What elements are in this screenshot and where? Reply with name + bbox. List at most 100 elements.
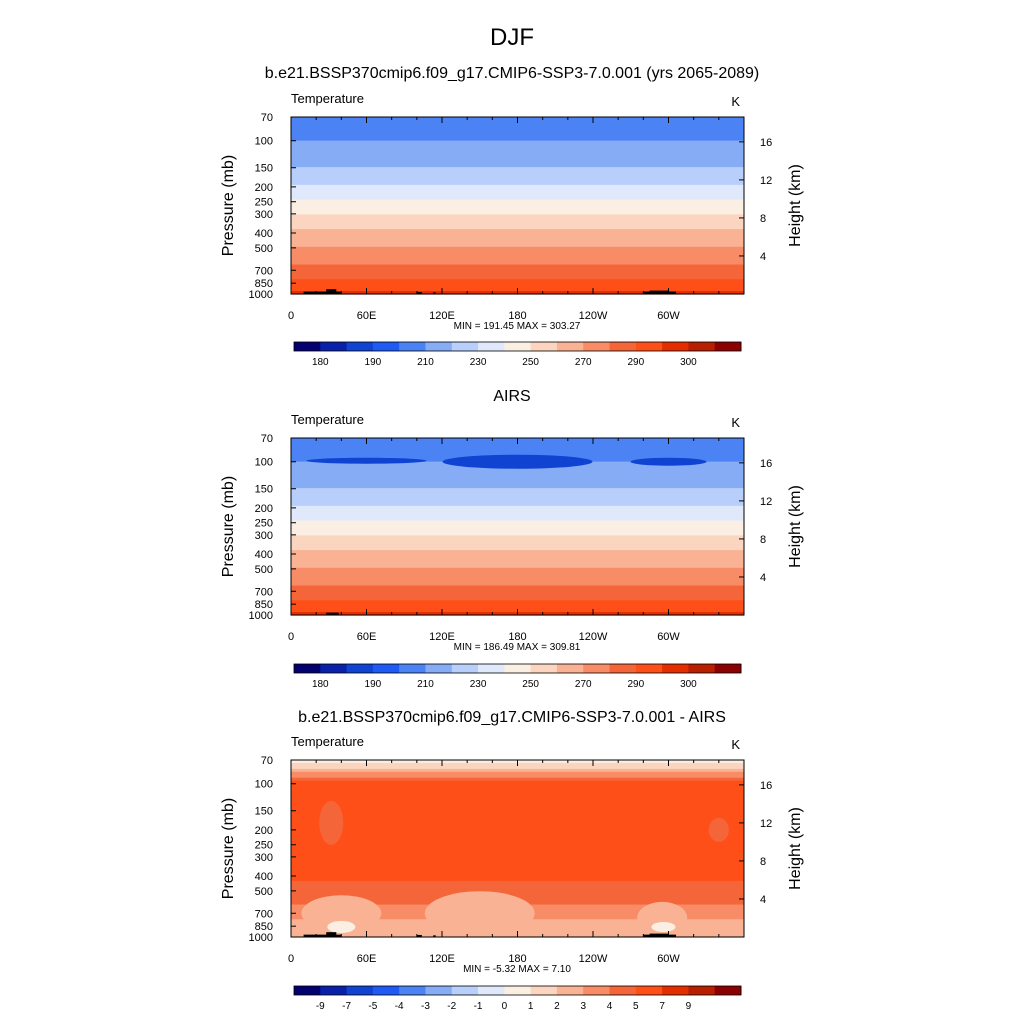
contour-band xyxy=(291,190,744,195)
contour-band xyxy=(291,529,744,533)
contour-band xyxy=(291,143,744,148)
colorbar-label: 230 xyxy=(470,679,487,690)
contour-band xyxy=(291,842,744,847)
panel-title: AIRS xyxy=(493,388,530,405)
contour-band xyxy=(291,485,744,489)
y-tick-label: 150 xyxy=(255,806,273,818)
x-tick-label: 0 xyxy=(288,953,294,965)
contour-band xyxy=(291,821,744,826)
x-tick-label: 60W xyxy=(657,953,680,965)
contour-band xyxy=(291,789,744,794)
contour-band xyxy=(291,181,744,186)
colorbar: 180 190 210 230 250 270 290 300 xyxy=(293,341,742,368)
y-axis-label: Pressure (mb) xyxy=(220,476,237,577)
colorbar-swatch xyxy=(425,986,453,995)
colorbar: 180 190 210 230 250 270 290 300 xyxy=(293,663,742,690)
x-tick-label: 0 xyxy=(288,631,294,643)
colorbar-swatch xyxy=(688,986,716,995)
y-tick-label: 500 xyxy=(255,564,273,576)
topography-block xyxy=(433,292,436,294)
contour-band xyxy=(291,449,744,454)
y-tick-label: 700 xyxy=(255,908,273,920)
colorbar-swatch xyxy=(583,986,611,995)
anomaly-region xyxy=(319,800,344,845)
variable-label: Temperature xyxy=(291,734,364,749)
y2-tick-label: 4 xyxy=(760,251,766,263)
contour-band xyxy=(291,860,744,864)
colorbar-swatch xyxy=(372,664,400,673)
y-tick-label: 400 xyxy=(255,549,273,561)
contour-band xyxy=(291,122,744,127)
contour-band xyxy=(291,573,744,578)
y-tick-label: 100 xyxy=(255,779,273,791)
contour-band xyxy=(291,517,744,522)
contour-band xyxy=(291,561,744,566)
y-tick-label: 300 xyxy=(255,530,273,542)
contour-band xyxy=(291,824,744,829)
y-tick-label: 70 xyxy=(261,433,273,445)
colorbar-label: -3 xyxy=(421,1001,430,1012)
colorbar-swatch xyxy=(530,664,558,673)
topography-block xyxy=(303,934,342,937)
contour-band xyxy=(291,161,744,165)
chart-panel-2: AIRS701001502002503004005007008501000Pre… xyxy=(220,388,804,690)
contour-band xyxy=(291,886,744,891)
contour-band xyxy=(291,567,744,572)
contour-band xyxy=(291,237,744,242)
min-max-label: MIN = -5.32 MAX = 7.10 xyxy=(463,964,571,975)
contour-band xyxy=(291,816,744,820)
colorbar: -9 -7 -5 -4 -3 -2 -1 0 1 2 3 4 5 7 9 xyxy=(293,985,742,1012)
topography-block xyxy=(416,291,422,294)
contour-band xyxy=(291,178,744,183)
contour-band xyxy=(291,137,744,142)
contour-band xyxy=(291,523,744,528)
contour-band xyxy=(291,863,744,867)
colorbar-label: -7 xyxy=(342,1001,351,1012)
x-tick-label: 0 xyxy=(288,310,294,322)
contour-band xyxy=(291,892,744,897)
colorbar-swatch xyxy=(372,342,400,351)
x-tick-label: 60E xyxy=(357,953,377,965)
y2-axis-label: Height (km) xyxy=(787,485,804,568)
colorbar-label: 5 xyxy=(633,1001,639,1012)
colorbar-label: 250 xyxy=(522,679,539,690)
contour-band xyxy=(291,807,744,811)
colorbar-swatch xyxy=(714,342,742,351)
contour-band xyxy=(291,276,744,280)
contour-band xyxy=(291,558,744,563)
y2-axis: 16 12 8 4 xyxy=(739,780,772,906)
contour-band xyxy=(291,928,744,932)
contour-band xyxy=(291,550,744,554)
anomaly-region xyxy=(651,921,676,932)
contour-band xyxy=(291,780,744,785)
colorbar-label: 1 xyxy=(528,1001,534,1012)
contour-band xyxy=(291,878,744,882)
y-tick-label: 1000 xyxy=(249,289,273,301)
contour-band xyxy=(291,845,744,850)
anomaly-region xyxy=(301,895,382,932)
cold-region xyxy=(442,454,593,469)
x-tick-label: 120W xyxy=(579,310,608,322)
colorbar-swatch xyxy=(504,986,532,995)
y-tick-label: 400 xyxy=(255,871,273,883)
colorbar-swatch xyxy=(714,986,742,995)
y-tick-label: 200 xyxy=(255,182,273,194)
contour-band xyxy=(291,585,744,590)
contour-band xyxy=(291,125,744,130)
contour-band xyxy=(291,804,744,808)
contour-band xyxy=(291,164,744,168)
contour-band xyxy=(291,872,744,876)
contour-band xyxy=(291,848,744,853)
topography-block xyxy=(326,289,337,294)
colorbar-label: 250 xyxy=(522,357,539,368)
colorbar-label: 210 xyxy=(417,357,434,368)
colorbar-label: 7 xyxy=(659,1001,665,1012)
colorbar-swatch xyxy=(346,664,374,673)
contour-band xyxy=(291,839,744,844)
colorbar-swatch xyxy=(688,342,716,351)
contour-band xyxy=(291,173,744,177)
contour-band xyxy=(291,801,744,805)
contour-band xyxy=(291,264,744,269)
colorbar-swatch xyxy=(346,986,374,995)
contour-band xyxy=(291,149,744,153)
